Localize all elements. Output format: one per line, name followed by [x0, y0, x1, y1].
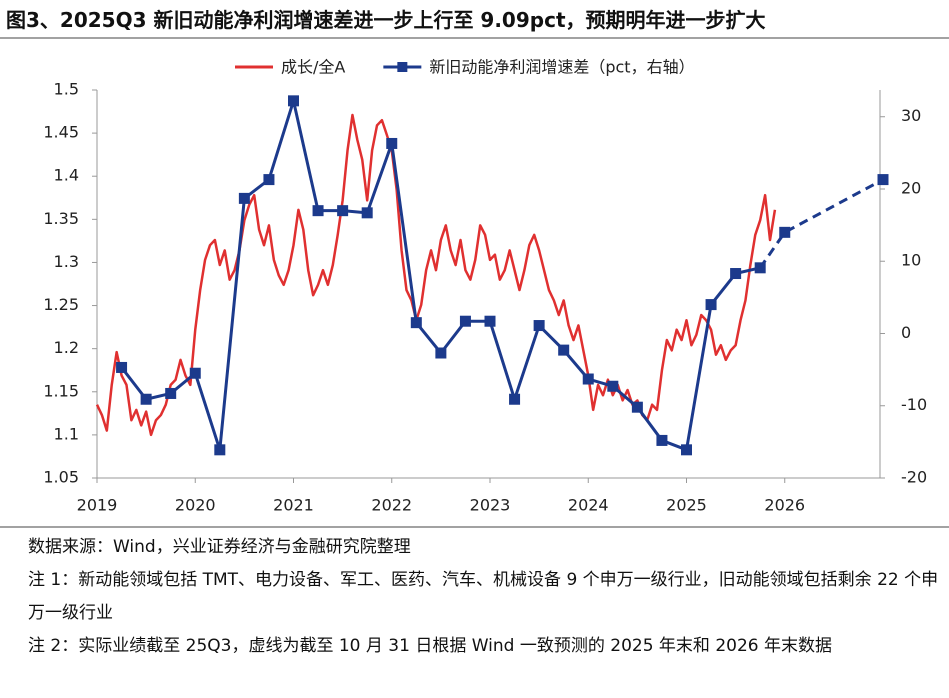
y-tick-label: 1.5: [54, 80, 79, 99]
marker: [681, 444, 692, 456]
marker: [582, 373, 594, 385]
y-tick-label: 1.4: [54, 166, 79, 185]
marker: [312, 205, 324, 217]
marker: [214, 444, 226, 456]
marker: [263, 174, 275, 186]
y2-tick-label: 0: [901, 323, 911, 342]
marker: [189, 367, 201, 379]
x-tick-label: 2024: [568, 496, 609, 515]
y-tick-label: 1.3: [54, 252, 79, 271]
x-tick-label: 2019: [77, 496, 118, 515]
y2-tick-label: 10: [901, 251, 921, 270]
series-line: [120, 99, 761, 452]
marker: [386, 137, 398, 149]
marker: [558, 344, 570, 356]
marker: [877, 174, 889, 186]
marker: [116, 361, 128, 373]
marker: [631, 401, 643, 413]
y-tick-label: 1.25: [43, 295, 79, 314]
series-line: [95, 113, 777, 437]
marker: [607, 380, 619, 392]
note: 注 2：实际业绩截至 25Q3，虚线为截至 10 月 31 日根据 Wind 一…: [28, 636, 833, 656]
marker: [754, 262, 766, 274]
legend-marker: [397, 62, 408, 72]
x-tick-label: 2021: [273, 496, 314, 515]
marker: [337, 205, 349, 217]
y2-tick-label: -10: [901, 395, 927, 414]
marker: [140, 393, 152, 405]
legend-label: 成长/全A: [281, 58, 345, 77]
x-tick-label: 2022: [371, 496, 412, 515]
marker: [288, 95, 299, 107]
marker: [484, 315, 496, 327]
y-tick-label: 1.45: [43, 123, 79, 142]
x-tick-label: 2025: [666, 496, 707, 515]
notes: 数据来源：Wind，兴业证券经济与金融研究院整理注 1：新动能领域包括 TMT、…: [28, 531, 940, 663]
marker: [410, 317, 422, 329]
y2-tick-label: 30: [901, 106, 921, 125]
marker: [361, 207, 373, 219]
y-tick-label: 1.2: [54, 338, 79, 357]
marker: [509, 393, 521, 405]
y-tick-label: 1.35: [43, 209, 79, 228]
note: 注 1：新动能领域包括 TMT、电力设备、军工、医药、汽车、机械设备 9 个申万…: [28, 570, 939, 623]
y-tick-label: 1.1: [54, 424, 79, 443]
marker: [459, 315, 471, 327]
marker: [435, 347, 447, 359]
y2-tick-label: -20: [901, 468, 927, 487]
marker: [779, 226, 791, 238]
marker: [165, 387, 177, 399]
chart: 1.05 1.1 1.15 1.2 1.25 1.3 1.35 1.4 1.45 1.5 -20 -1…: [0, 37, 949, 528]
marker: [730, 268, 742, 280]
marker: [238, 192, 250, 204]
marker: [656, 434, 668, 446]
x-tick-label: 2020: [175, 496, 216, 515]
x-tick-label: 2023: [470, 496, 511, 515]
y-tick-label: 1.15: [43, 381, 79, 400]
marker: [533, 320, 545, 332]
note: 数据来源：Wind，兴业证券经济与金融研究院整理: [28, 537, 411, 557]
y-tick-label: 1.05: [43, 468, 79, 487]
series-line-forecast: [758, 178, 884, 269]
x-tick-label: 2026: [764, 496, 805, 515]
legend-label: 新旧动能净利润增速差（pct，右轴）: [429, 58, 694, 77]
marker: [705, 299, 717, 311]
y2-tick-label: 20: [901, 178, 921, 197]
figure-title: 图3、2025Q3 新旧动能净利润增速差进一步上行至 9.09pct，预期明年进…: [6, 8, 766, 32]
